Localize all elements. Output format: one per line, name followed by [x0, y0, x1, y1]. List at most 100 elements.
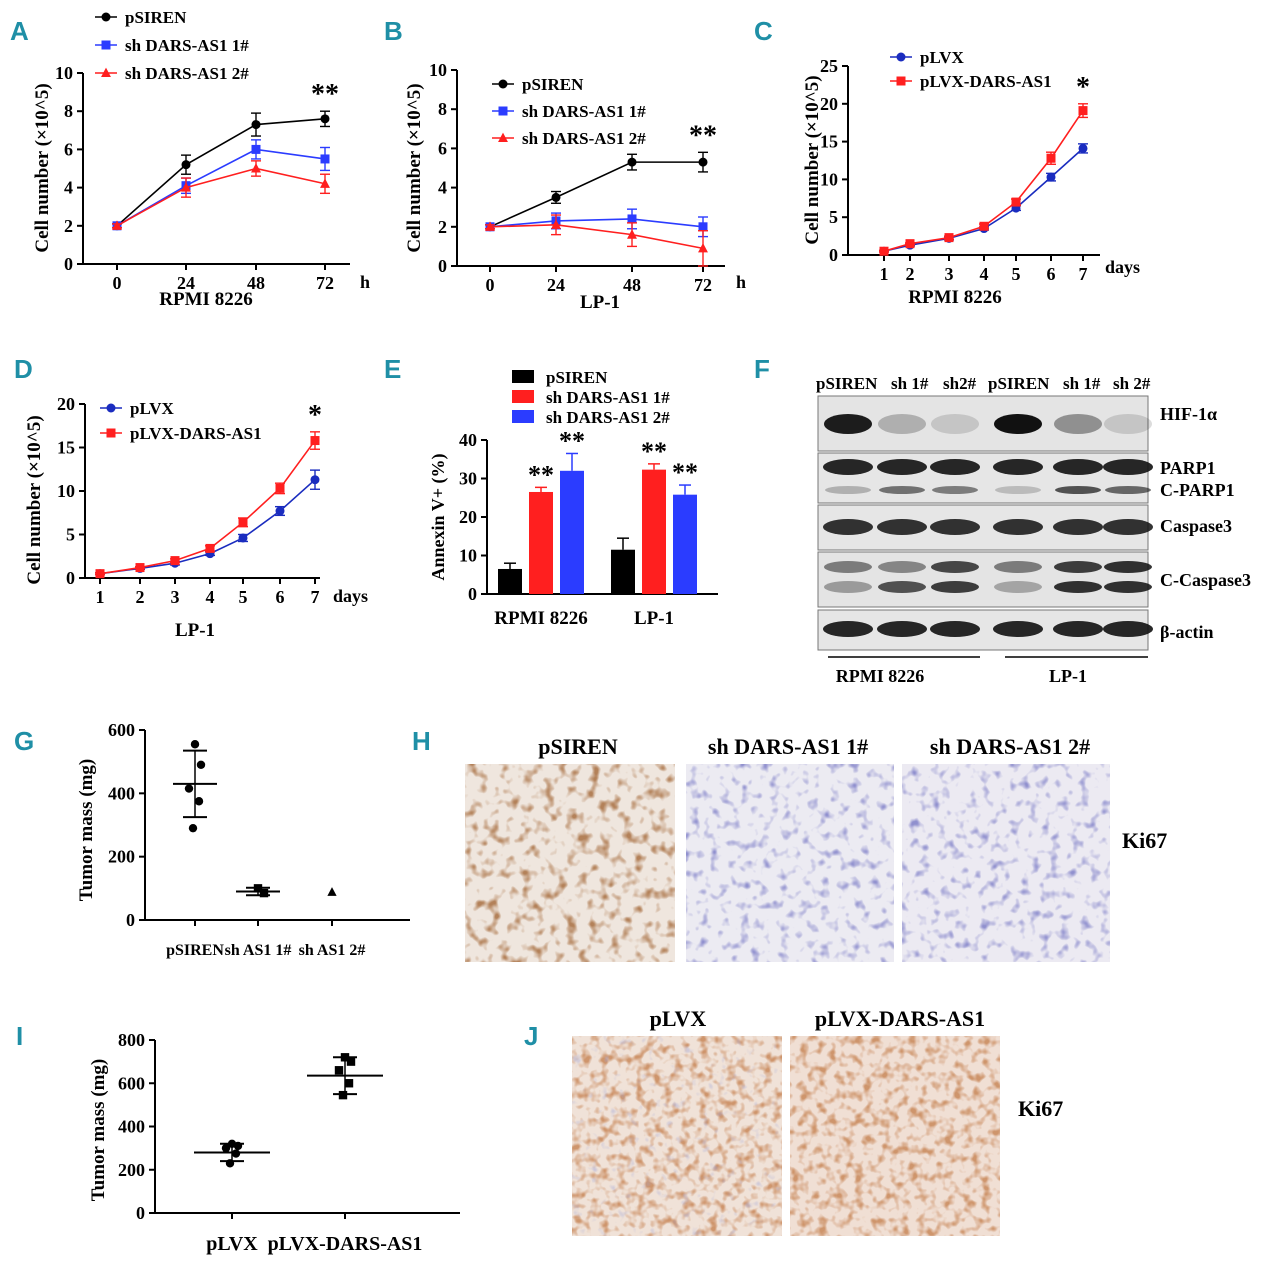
data-point	[170, 556, 180, 566]
band-ccaspase3-upper	[994, 561, 1042, 573]
data-point	[233, 1141, 243, 1151]
legend-label: pLVX	[920, 48, 965, 67]
x-tick-label: 3	[945, 264, 954, 284]
blot-strip-parp	[817, 452, 1149, 504]
data-point	[327, 887, 337, 896]
y-axis-title: Cell number (×10^5)	[32, 83, 53, 252]
series-line	[489, 224, 704, 250]
data-point	[135, 563, 145, 573]
y-tick-label: 20	[820, 94, 838, 114]
y-tick-label: 40	[459, 430, 477, 450]
data-point	[698, 222, 708, 232]
data-point	[275, 483, 285, 493]
blot-label-cparp1: C-PARP1	[1160, 480, 1235, 500]
y-tick-label: 2	[64, 216, 73, 236]
data-point	[275, 506, 285, 516]
x-tick-label: 24	[547, 275, 565, 295]
category-label: pSIREN	[166, 942, 224, 959]
band-caspase3	[823, 519, 873, 535]
legend-marker	[498, 106, 508, 116]
band-ccaspase3-upper	[931, 561, 979, 573]
blot-bands	[823, 414, 1153, 637]
y-tick-label: 5	[66, 525, 75, 545]
legend-marker	[896, 76, 906, 86]
panel-label-h: H	[412, 726, 431, 756]
x-axis-title: RPMI 8226	[908, 287, 1001, 308]
legend-swatch	[512, 390, 534, 403]
significance-annotation: **	[311, 79, 339, 110]
band-ccaspase3-lower	[1104, 581, 1152, 593]
band-actin	[1053, 621, 1103, 637]
legend-label: sh DARS-AS1 2#	[125, 64, 249, 83]
ihc-h-title-2: sh DARS-AS1 1#	[708, 734, 868, 759]
significance-annotation: **	[528, 460, 554, 489]
legend-label: pSIREN	[125, 8, 187, 27]
x-tick-label: 72	[694, 275, 712, 295]
data-point	[627, 214, 637, 224]
blot-lane-6: sh 2#	[1113, 374, 1151, 393]
y-tick-label: 15	[820, 132, 838, 152]
y-tick-label: 10	[57, 481, 75, 501]
y-axis-title: Cell number (×10^5)	[24, 415, 45, 584]
category-label: sh AS1 1#	[225, 942, 292, 959]
blot-group-1: RPMI 8226	[836, 666, 925, 686]
band-caspase3	[1103, 519, 1153, 535]
data-point	[344, 1079, 354, 1088]
band-actin	[823, 621, 873, 637]
data-point	[905, 239, 915, 249]
x-tick-label: 7	[1079, 264, 1088, 284]
y-tick-label: 10	[820, 169, 838, 189]
y-tick-label: 0	[136, 1203, 145, 1223]
data-point	[221, 1143, 231, 1153]
x-tick-label: 3	[171, 587, 180, 607]
x-axis-title: LP-1	[175, 620, 215, 641]
data-point	[551, 219, 561, 229]
band-parp1	[993, 459, 1043, 475]
y-tick-label: 30	[459, 469, 477, 489]
data-point	[698, 242, 708, 253]
series-line	[116, 118, 326, 227]
band-ccaspase3-upper	[1054, 561, 1102, 573]
legend-marker	[101, 67, 111, 78]
band-ccaspase3-upper	[878, 561, 926, 573]
data-point	[1011, 197, 1021, 207]
y-tick-label: 0	[468, 584, 477, 604]
data-point	[251, 120, 261, 130]
y-axis-title: Cell number (×10^5)	[802, 75, 823, 244]
data-point	[1078, 143, 1088, 153]
blot-strip-hif	[817, 395, 1149, 452]
y-tick-label: 400	[108, 783, 135, 803]
ihc-j-title-2: pLVX-DARS-AS1	[815, 1006, 985, 1031]
x-tick-label: 24	[177, 273, 195, 293]
data-point	[320, 178, 330, 188]
blot-lane-3: sh2#	[943, 374, 977, 393]
panel-label-i: I	[16, 1021, 23, 1051]
ihc-j-marker: Ki67	[1018, 1096, 1063, 1121]
x-tick-label: 6	[276, 587, 285, 607]
panel-label-e: E	[384, 354, 401, 384]
bar	[529, 491, 553, 594]
series-line	[116, 148, 326, 227]
band-cparp1	[1055, 486, 1101, 494]
data-point	[1078, 106, 1088, 116]
significance-annotation: **	[559, 426, 585, 455]
panel-label-d: D	[14, 354, 33, 384]
legend-label: sh DARS-AS1 2#	[522, 129, 646, 148]
significance-annotation: *	[308, 400, 322, 431]
bar	[673, 494, 697, 594]
band-ccaspase3-upper	[824, 561, 872, 573]
y-axis-title: Annexin V+ (%)	[428, 454, 449, 581]
x-tick-label: 1	[96, 587, 105, 607]
legend-label: sh DARS-AS1 2#	[546, 408, 670, 427]
ihc-h-image-3	[902, 764, 1110, 962]
data-point	[253, 884, 263, 893]
blot-lane-1: pSIREN	[816, 374, 878, 393]
y-tick-label: 0	[126, 910, 135, 930]
bar	[498, 568, 522, 594]
x-unit-label: days	[1105, 257, 1140, 277]
band-hif	[1104, 414, 1152, 434]
y-tick-label: 800	[118, 1030, 145, 1050]
y-axis-title: Tumor mass (mg)	[76, 759, 97, 902]
bar	[560, 470, 584, 594]
